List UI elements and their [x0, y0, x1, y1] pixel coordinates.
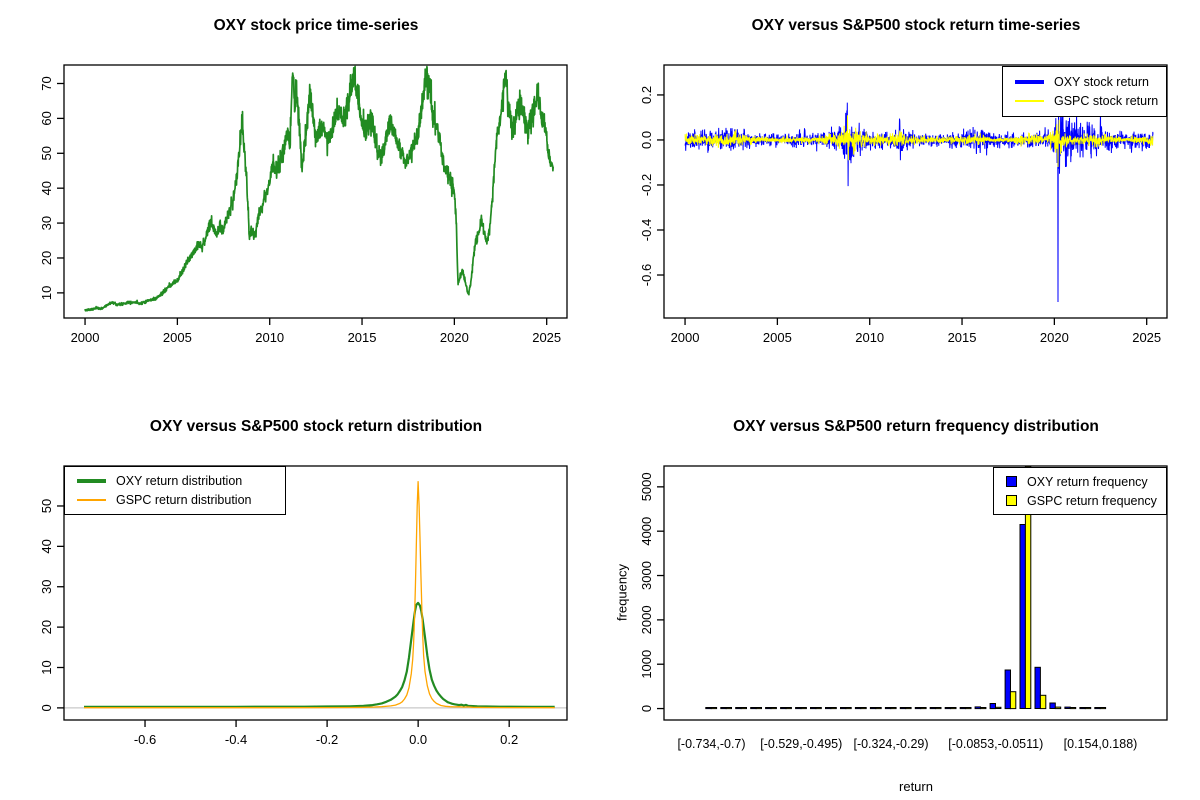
- gspc-return-line-swatch: [1015, 100, 1044, 102]
- return-frequency-plot: [-0.734,-0.7) [-0.529,-0.495) [-0.324,-0.2…: [639, 465, 1168, 751]
- svg-text:50: 50: [39, 499, 54, 513]
- svg-text:50: 50: [39, 146, 54, 160]
- svg-text:[0.154,0.188): [0.154,0.188): [1064, 737, 1138, 751]
- svg-text:2025: 2025: [532, 330, 561, 345]
- oxy-return-line-swatch: [1015, 80, 1044, 84]
- svg-text:2020: 2020: [1040, 330, 1069, 345]
- chart-title-returns: OXY versus S&P500 stock return time-seri…: [751, 17, 1081, 34]
- gspc-frequency-swatch: [1006, 495, 1017, 506]
- return-time-series-plot: 2000 2005 2010 2015 2020 2025 0.2 0.0 -0.2 -0.4 -0…: [639, 64, 1168, 345]
- svg-text:2010: 2010: [855, 330, 884, 345]
- svg-text:2020: 2020: [440, 330, 469, 345]
- legend-item: OXY stock return: [1015, 75, 1162, 89]
- svg-text:60: 60: [39, 111, 54, 125]
- legend-item: OXY return frequency: [1006, 475, 1162, 489]
- return-distribution-plot: -0.6 -0.4 -0.2 0.0 0.2 0 10 20 30 40 50: [39, 465, 568, 747]
- legend-label: GSPC stock return: [1054, 94, 1159, 108]
- legend-return-distribution: OXY return distribution GSPC return dist…: [64, 466, 286, 515]
- svg-text:0.2: 0.2: [500, 732, 518, 747]
- price-time-series-plot: 2000 2005 2010 2015 2020 2025 10 20 30 40 50 60 70: [39, 64, 568, 345]
- legend-label: OXY return distribution: [116, 474, 243, 488]
- svg-text:0.0: 0.0: [409, 732, 427, 747]
- legend-item: OXY return distribution: [77, 474, 281, 488]
- svg-text:2025: 2025: [1132, 330, 1161, 345]
- svg-text:40: 40: [39, 181, 54, 195]
- chart-title-price: OXY stock price time-series: [213, 17, 419, 34]
- legend-label: OXY stock return: [1054, 75, 1149, 89]
- svg-text:2000: 2000: [671, 330, 700, 345]
- svg-text:10: 10: [39, 660, 54, 674]
- svg-text:-0.2: -0.2: [639, 174, 654, 196]
- chart-title-frequency: OXY versus S&P500 return frequency distr…: [733, 418, 1099, 435]
- y-axis-label-frequency: frequency: [614, 563, 630, 622]
- legend-item: GSPC return distribution: [77, 493, 281, 507]
- svg-text:2000: 2000: [639, 605, 654, 634]
- svg-text:[-0.324,-0.29): [-0.324,-0.29): [853, 737, 928, 751]
- svg-text:10: 10: [39, 286, 54, 300]
- chart-title-distribution: OXY versus S&P500 stock return distribut…: [149, 418, 483, 435]
- svg-text:40: 40: [39, 539, 54, 553]
- oxy-frequency-swatch: [1006, 476, 1017, 487]
- legend-return-series: OXY stock return GSPC stock return: [1002, 66, 1167, 117]
- svg-text:0: 0: [639, 705, 654, 712]
- svg-text:[-0.0853,-0.0511): [-0.0853,-0.0511): [948, 737, 1043, 751]
- svg-text:[-0.529,-0.495): [-0.529,-0.495): [760, 737, 842, 751]
- svg-text:0: 0: [39, 704, 54, 711]
- legend-label: GSPC return distribution: [116, 493, 252, 507]
- svg-text:20: 20: [39, 620, 54, 634]
- svg-text:20: 20: [39, 251, 54, 265]
- svg-text:0.0: 0.0: [639, 131, 654, 149]
- svg-text:[-0.734,-0.7): [-0.734,-0.7): [677, 737, 745, 751]
- svg-text:-0.6: -0.6: [134, 732, 156, 747]
- legend-label: OXY return frequency: [1027, 474, 1148, 489]
- legend-item: GSPC stock return: [1015, 94, 1162, 108]
- svg-text:5000: 5000: [639, 472, 654, 501]
- svg-text:30: 30: [39, 216, 54, 230]
- svg-text:-0.6: -0.6: [639, 264, 654, 286]
- svg-text:2015: 2015: [948, 330, 977, 345]
- legend-return-frequency: OXY return frequency GSPC return frequen…: [993, 467, 1167, 515]
- svg-text:2010: 2010: [255, 330, 284, 345]
- svg-text:-0.4: -0.4: [639, 219, 654, 241]
- svg-text:3000: 3000: [639, 561, 654, 590]
- svg-text:-0.2: -0.2: [316, 732, 338, 747]
- svg-text:-0.4: -0.4: [225, 732, 247, 747]
- legend-label: GSPC return frequency: [1027, 493, 1157, 508]
- svg-text:1000: 1000: [639, 650, 654, 679]
- gspc-density-line-swatch: [77, 499, 106, 501]
- svg-text:0.2: 0.2: [639, 86, 654, 104]
- svg-text:2000: 2000: [71, 330, 100, 345]
- svg-text:2005: 2005: [763, 330, 792, 345]
- oxy-density-line-swatch: [77, 479, 106, 483]
- svg-text:2015: 2015: [348, 330, 377, 345]
- legend-item: GSPC return frequency: [1006, 494, 1162, 508]
- svg-text:2005: 2005: [163, 330, 192, 345]
- svg-text:30: 30: [39, 580, 54, 594]
- x-axis-label-return: return: [899, 779, 933, 794]
- svg-text:4000: 4000: [639, 517, 654, 546]
- svg-text:70: 70: [39, 76, 54, 90]
